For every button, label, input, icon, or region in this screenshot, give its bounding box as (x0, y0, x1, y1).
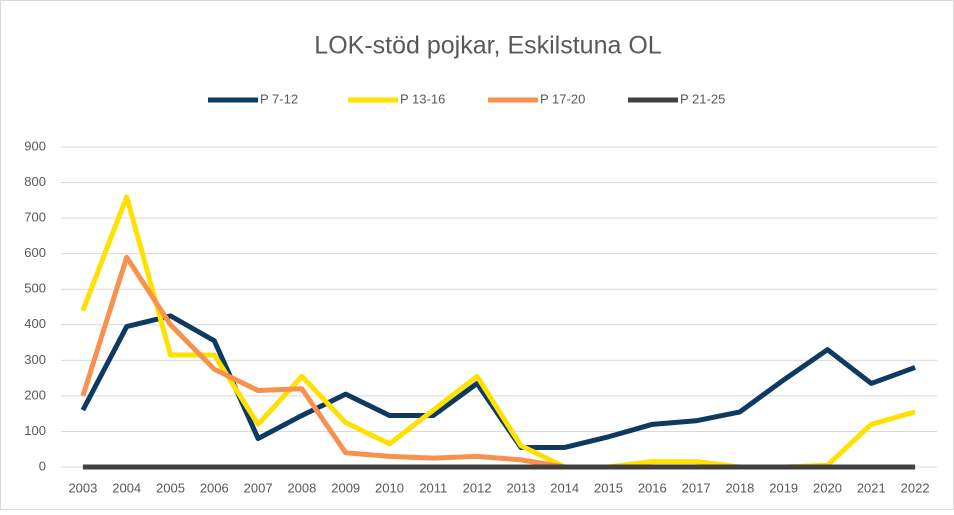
x-tick-label: 2016 (638, 480, 667, 495)
y-tick-label: 400 (24, 316, 46, 331)
y-tick-label: 200 (24, 387, 46, 402)
y-tick-label: 900 (24, 138, 46, 153)
legend-label: P 21-25 (680, 91, 725, 106)
y-tick-label: 300 (24, 352, 46, 367)
y-tick-label: 100 (24, 423, 46, 438)
x-tick-label: 2007 (244, 480, 273, 495)
chart-title: LOK-stöd pojkar, Eskilstuna OL (314, 32, 661, 60)
y-tick-label: 0 (39, 458, 46, 473)
legend-label: P 17-20 (540, 91, 585, 106)
legend-label: P 7-12 (260, 91, 298, 106)
y-tick-label: 600 (24, 245, 46, 260)
x-tick-label: 2011 (419, 480, 447, 495)
x-tick-label: 2021 (857, 480, 886, 495)
x-tick-label: 2022 (901, 480, 930, 495)
x-tick-label: 2003 (68, 480, 97, 495)
x-tick-label: 2020 (813, 480, 842, 495)
x-tick-label: 2008 (287, 480, 316, 495)
y-tick-label: 700 (24, 210, 46, 225)
x-tick-label: 2013 (506, 480, 535, 495)
x-tick-label: 2014 (550, 480, 579, 495)
x-tick-label: 2015 (594, 480, 623, 495)
x-tick-label: 2017 (682, 480, 711, 495)
x-tick-label: 2004 (112, 480, 141, 495)
y-tick-label: 500 (24, 281, 46, 296)
x-tick-label: 2012 (463, 480, 492, 495)
x-tick-label: 2006 (200, 480, 229, 495)
x-tick-label: 2019 (769, 480, 798, 495)
x-tick-label: 2010 (375, 480, 404, 495)
x-tick-label: 2009 (331, 480, 360, 495)
x-tick-label: 2005 (156, 480, 185, 495)
y-tick-label: 800 (24, 174, 46, 189)
x-tick-label: 2018 (725, 480, 754, 495)
legend-label: P 13-16 (400, 91, 445, 106)
